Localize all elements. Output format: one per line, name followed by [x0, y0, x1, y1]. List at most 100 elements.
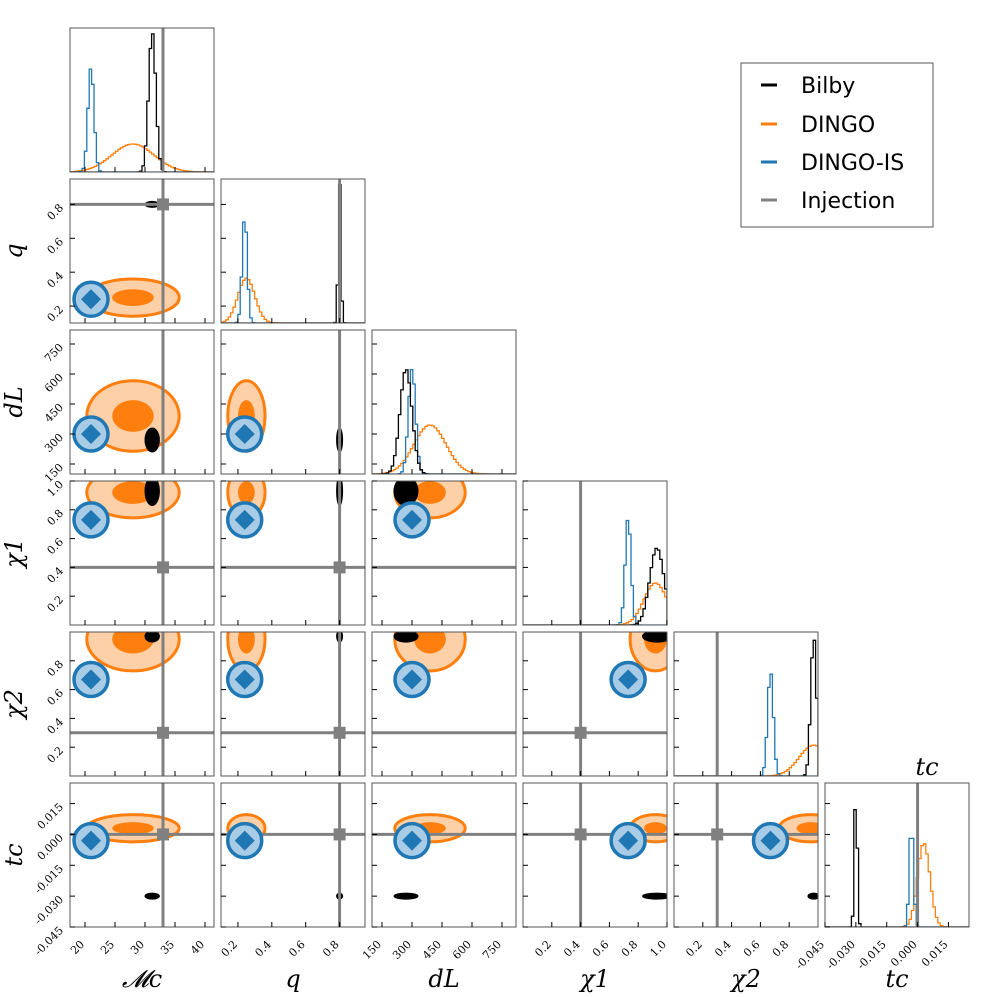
injection-marker-1-0 — [157, 198, 169, 211]
contour-bilby-5-0 — [144, 892, 160, 900]
marker-dingo-is-4-2 — [402, 669, 422, 690]
xtick-label-0-3: 35 — [158, 938, 177, 957]
panel-4-2 — [371, 631, 517, 777]
x-axis-label-2: dL — [428, 965, 459, 993]
ytick-label-4-3: 0.8 — [45, 658, 67, 680]
marker-dingo-is-5-1 — [234, 830, 255, 851]
contour-dingo-inner-2-0 — [112, 400, 154, 432]
panel-frame-3-0 — [69, 480, 215, 626]
hist-bilby-1 — [221, 184, 365, 323]
contour-dingo-inner-4-0 — [112, 632, 154, 654]
panel-frame-4-2 — [371, 631, 517, 777]
panel-frame-1-1 — [220, 178, 366, 324]
panel-5-4 — [673, 782, 819, 928]
ytick-label-5-0: -0.045 — [32, 924, 66, 958]
panel-2-2 — [371, 329, 517, 475]
panel-content-5-4 — [674, 783, 818, 927]
contour-dingo-inner-5-0 — [112, 822, 154, 835]
panel-1-0 — [69, 178, 215, 324]
y-axis-label-1: q — [0, 243, 28, 258]
panel-frame-0-0 — [69, 27, 215, 173]
panel-frame-4-3 — [522, 631, 668, 777]
hist-bilby-2 — [372, 369, 516, 474]
marker-dingo-is-3-1 — [234, 509, 255, 530]
xtick-label-5-2: -0.015 — [855, 938, 889, 972]
xtick-label-4-0: 0.2 — [683, 938, 705, 960]
contour-dingo-inner-1-0 — [112, 289, 154, 306]
marker-dingo-is-5-3 — [618, 830, 639, 851]
contour-dingo-inner-5-4 — [796, 822, 818, 835]
contour-bilby-5-2 — [393, 892, 419, 900]
xtick-label-5-1: -0.030 — [824, 938, 858, 972]
x-axis-label-4: χ2 — [729, 965, 761, 993]
xtick-label-3-1: 0.4 — [561, 938, 583, 960]
diag-label-tc: tc — [915, 753, 938, 781]
panel-frame-5-1 — [220, 782, 366, 928]
ytick-label-5-1: -0.030 — [32, 893, 66, 927]
xtick-label-3-4: 1.0 — [648, 938, 670, 960]
panel-2-1 — [220, 329, 366, 475]
hist-bilby-3 — [523, 547, 667, 625]
ytick-label-4-0: 0.2 — [45, 744, 67, 766]
panel-content-5-1 — [221, 783, 365, 927]
xtick-label-4-1: 0.4 — [712, 938, 734, 960]
panel-content-5-0 — [70, 783, 214, 927]
xtick-label-2-1: 300 — [390, 938, 414, 962]
panel-5-0 — [69, 782, 215, 928]
panel-frame-4-0 — [69, 631, 215, 777]
contour-bilby-4-3 — [642, 632, 667, 643]
panel-frame-5-3 — [522, 782, 668, 928]
panel-3-3 — [522, 480, 668, 626]
xtick-label-0-4: 40 — [188, 938, 207, 957]
xtick-label-5-4: 0.015 — [919, 938, 950, 969]
panel-frame-1-0 — [69, 178, 215, 324]
hist-dingo-4 — [674, 744, 818, 776]
panel-frame-5-5 — [824, 782, 970, 928]
contour-dingo-inner-3-1 — [238, 481, 255, 504]
xtick-label-2-4: 750 — [480, 938, 504, 962]
contour-dingo-inner-4-1 — [238, 632, 255, 654]
marker-dingo-is-5-4 — [760, 830, 781, 851]
panel-frame-3-2 — [371, 480, 517, 626]
panel-content-5-2 — [372, 813, 516, 900]
hist-dingo-0 — [70, 143, 214, 172]
xtick-label-1-3: 0.8 — [320, 938, 342, 960]
contour-dingo-inner-3-2 — [414, 481, 446, 504]
legend-label-dingo: DINGO — [801, 113, 875, 138]
ytick-label-3-2: 0.6 — [45, 536, 67, 558]
panel-content-4-0 — [70, 632, 214, 776]
injection-marker-4-0 — [157, 726, 169, 739]
panel-content-4-4 — [674, 632, 818, 776]
hist-bilby-0 — [70, 33, 214, 172]
ytick-label-2-1: 300 — [42, 431, 66, 455]
panel-4-0 — [69, 631, 215, 777]
marker-dingo-is-3-2 — [402, 509, 422, 530]
panel-4-3 — [522, 631, 668, 777]
panel-content-3-0 — [70, 481, 214, 625]
marker-dingo-is-1-0 — [81, 289, 101, 310]
xtick-label-2-2: 450 — [420, 938, 444, 962]
panel-5-2 — [371, 782, 517, 928]
panel-frame-4-1 — [220, 631, 366, 777]
panel-content-1-0 — [70, 179, 214, 323]
injection-marker-4-3 — [574, 726, 587, 739]
xtick-label-1-1: 0.4 — [252, 938, 274, 960]
panel-content-3-1 — [221, 481, 365, 625]
xtick-label-2-3: 600 — [450, 938, 474, 962]
ytick-label-2-3: 600 — [42, 371, 66, 395]
ytick-label-1-0: 0.2 — [45, 303, 67, 325]
marker-dingo-is-5-2 — [402, 830, 422, 851]
injection-marker-3-0 — [157, 561, 169, 574]
legend-label-injection: Injection — [801, 189, 895, 214]
panel-0-0 — [69, 27, 215, 173]
marker-dingo-is-3-0 — [81, 509, 101, 530]
ytick-label-3-3: 0.8 — [45, 507, 67, 529]
contour-bilby-4-0 — [144, 632, 160, 643]
x-axis-label-5: tc — [885, 965, 908, 993]
injection-marker-5-1 — [333, 828, 346, 841]
xtick-label-1-0: 0.2 — [218, 938, 240, 960]
legend-label-dingo-is: DINGO-IS — [801, 151, 904, 176]
ytick-label-4-2: 0.6 — [45, 687, 67, 709]
contour-bilby-5-4 — [807, 892, 818, 900]
xtick-label-0-1: 25 — [98, 938, 117, 957]
